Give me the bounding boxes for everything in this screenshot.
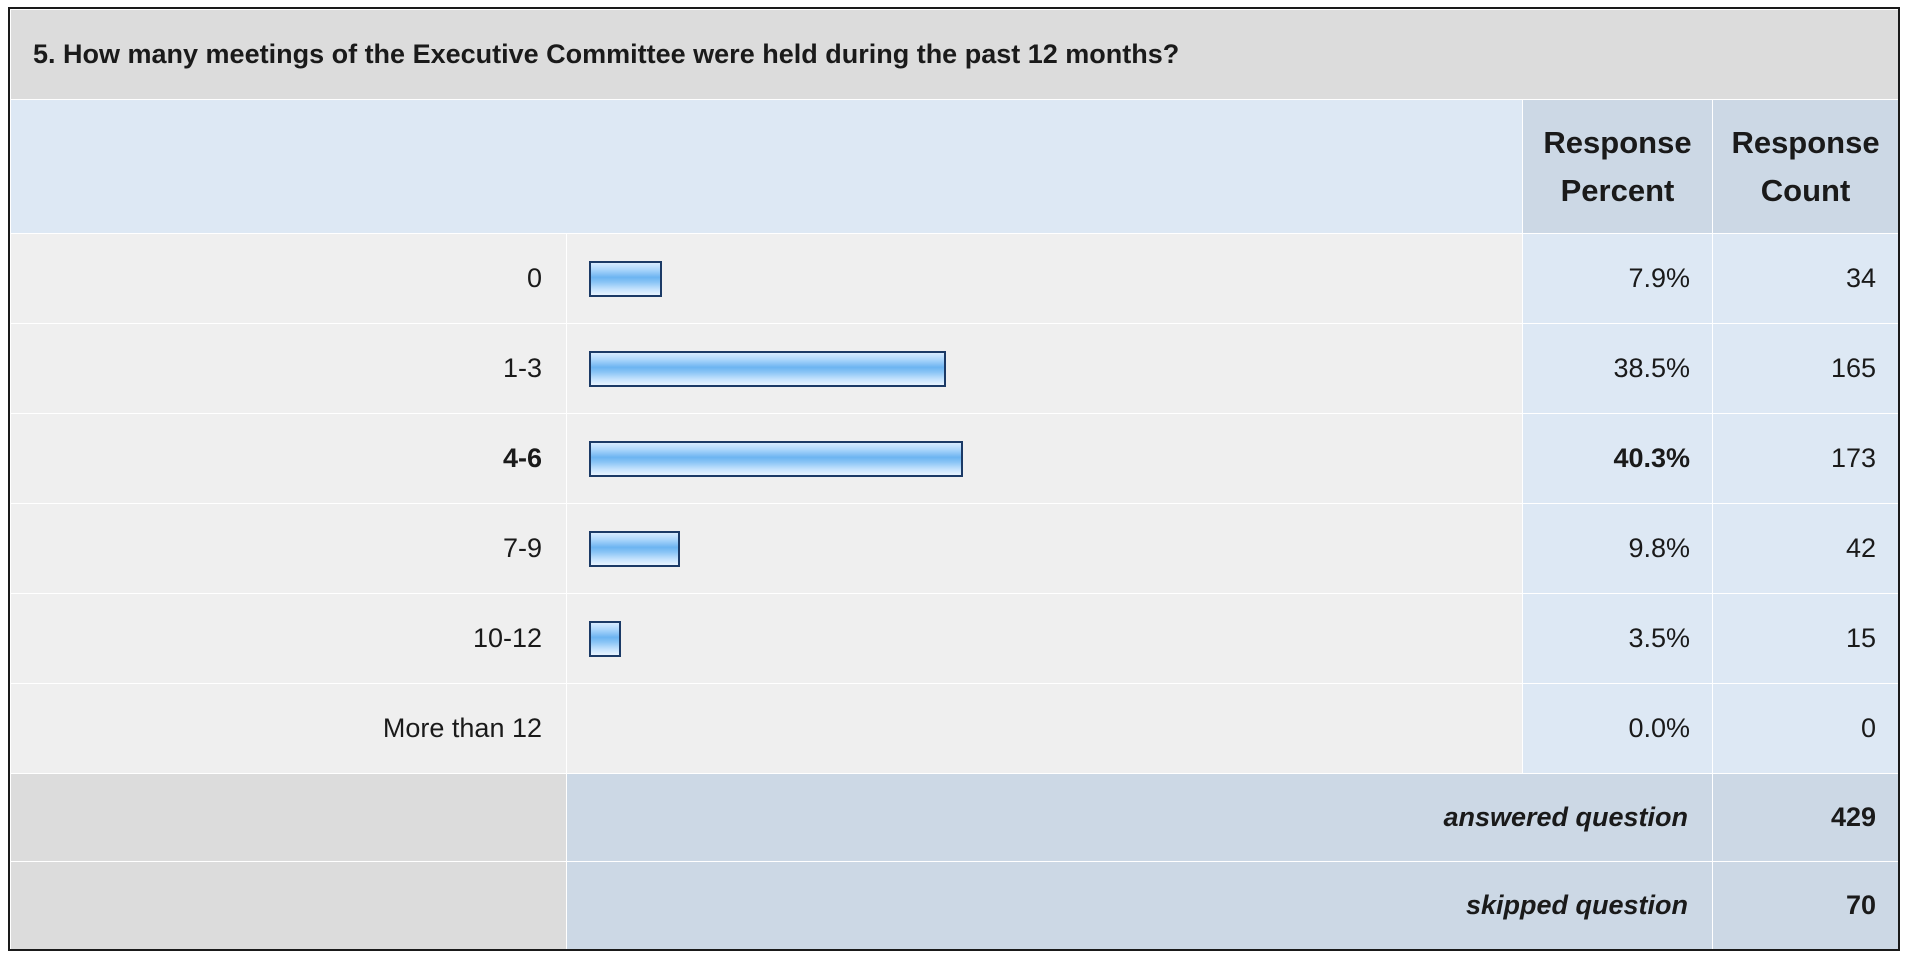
answer-row: 0 7.9% 34 — [10, 233, 1898, 324]
response-count: 173 — [1711, 413, 1898, 504]
response-count: 165 — [1711, 323, 1898, 414]
response-percent: 38.5% — [1522, 323, 1713, 414]
response-percent: 0.0% — [1522, 683, 1713, 774]
response-percent: 7.9% — [1522, 233, 1713, 324]
answer-row: 4-6 40.3% 173 — [10, 413, 1898, 504]
answer-row: More than 12 0.0% 0 — [10, 683, 1898, 774]
answer-option-label: 4-6 — [10, 413, 567, 504]
survey-question-panel: 5. How many meetings of the Executive Co… — [8, 7, 1900, 951]
bar-cell — [566, 323, 1523, 414]
header-spacer — [10, 99, 1523, 234]
response-count: 0 — [1711, 683, 1898, 774]
question-title: 5. How many meetings of the Executive Co… — [10, 9, 1898, 100]
answer-option-label: 1-3 — [10, 323, 567, 414]
response-count: 15 — [1711, 593, 1898, 684]
response-percent: 3.5% — [1522, 593, 1713, 684]
response-percent-header: Response Percent — [1522, 99, 1713, 234]
summary-spacer — [10, 773, 567, 862]
answer-row: 10-12 3.5% 15 — [10, 593, 1898, 684]
response-count-header: Response Count — [1711, 99, 1898, 234]
response-bar — [589, 350, 946, 387]
bar-cell — [566, 683, 1523, 774]
response-percent: 9.8% — [1522, 503, 1713, 594]
bar-cell — [566, 593, 1523, 684]
response-count: 34 — [1711, 233, 1898, 324]
answer-row: 1-3 38.5% 165 — [10, 323, 1898, 414]
response-bar — [589, 530, 680, 567]
skipped-question-label: skipped question — [566, 861, 1713, 949]
answer-option-label: 10-12 — [10, 593, 567, 684]
response-table: 5. How many meetings of the Executive Co… — [10, 9, 1898, 949]
answer-option-label: More than 12 — [10, 683, 567, 774]
response-percent: 40.3% — [1522, 413, 1713, 504]
skipped-question-value: 70 — [1711, 861, 1898, 949]
response-bar — [589, 620, 621, 657]
bar-cell — [566, 233, 1523, 324]
response-bar — [589, 440, 963, 477]
answered-question-label: answered question — [566, 773, 1713, 862]
response-count: 42 — [1711, 503, 1898, 594]
answered-question-value: 429 — [1711, 773, 1898, 862]
answer-option-label: 0 — [10, 233, 567, 324]
response-bar — [589, 260, 662, 297]
bar-cell — [566, 413, 1523, 504]
answer-row: 7-9 9.8% 42 — [10, 503, 1898, 594]
bar-cell — [566, 503, 1523, 594]
summary-spacer — [10, 861, 567, 949]
answer-option-label: 7-9 — [10, 503, 567, 594]
